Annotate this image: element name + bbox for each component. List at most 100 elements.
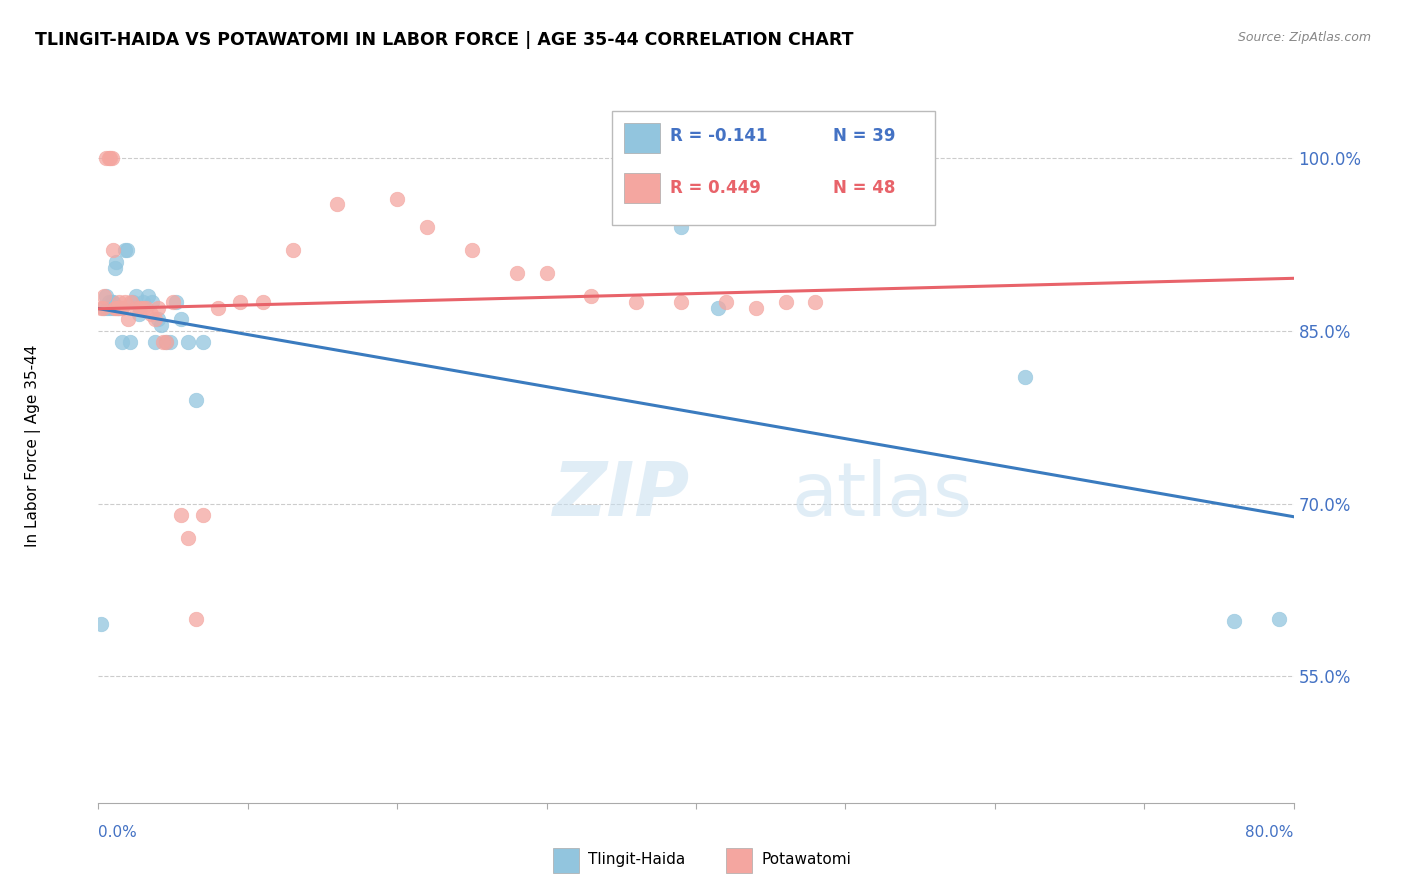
Point	[115, 244, 138, 258]
Point	[707, 301, 730, 315]
Point	[745, 301, 768, 315]
Point	[91, 301, 114, 315]
FancyBboxPatch shape	[553, 847, 579, 872]
Point	[326, 197, 349, 211]
Point	[105, 255, 128, 269]
Point	[135, 301, 157, 315]
Point	[191, 335, 214, 350]
Point	[107, 301, 129, 315]
Point	[90, 617, 112, 632]
Point	[96, 301, 118, 315]
Point	[94, 289, 117, 303]
Point	[1223, 614, 1246, 628]
Point	[104, 260, 127, 275]
Point	[169, 312, 191, 326]
Text: TLINGIT-HAIDA VS POTAWATOMI IN LABOR FORCE | AGE 35-44 CORRELATION CHART: TLINGIT-HAIDA VS POTAWATOMI IN LABOR FOR…	[35, 31, 853, 49]
Point	[93, 289, 115, 303]
Point	[103, 244, 125, 258]
Point	[162, 295, 184, 310]
Text: Source: ZipAtlas.com: Source: ZipAtlas.com	[1237, 31, 1371, 45]
Point	[416, 220, 439, 235]
Point	[108, 301, 131, 315]
Text: Potawatomi: Potawatomi	[762, 853, 852, 867]
Point	[110, 301, 132, 315]
Point	[125, 301, 148, 315]
Point	[94, 151, 117, 165]
Point	[93, 301, 115, 315]
FancyBboxPatch shape	[613, 111, 935, 225]
Point	[626, 295, 648, 310]
Point	[110, 301, 132, 315]
Text: In Labor Force | Age 35-44: In Labor Force | Age 35-44	[25, 345, 41, 547]
Point	[714, 295, 737, 310]
Point	[114, 295, 136, 310]
Point	[152, 335, 174, 350]
Point	[132, 301, 155, 315]
Point	[177, 531, 200, 545]
Point	[104, 301, 127, 315]
Point	[90, 301, 112, 315]
Point	[117, 312, 139, 326]
Point	[150, 318, 173, 333]
Point	[97, 151, 120, 165]
Point	[128, 307, 150, 321]
Point	[207, 301, 229, 315]
Point	[669, 295, 692, 310]
Point	[105, 301, 128, 315]
Point	[101, 295, 124, 310]
Point	[125, 289, 148, 303]
FancyBboxPatch shape	[624, 123, 661, 153]
Point	[141, 295, 163, 310]
Point	[148, 312, 170, 326]
Text: Tlingit-Haida: Tlingit-Haida	[589, 853, 686, 867]
Text: R = 0.449: R = 0.449	[669, 178, 761, 196]
FancyBboxPatch shape	[624, 173, 661, 203]
Point	[136, 289, 159, 303]
Point	[669, 220, 692, 235]
Point	[103, 295, 125, 310]
Point	[385, 192, 409, 206]
Text: N = 39: N = 39	[834, 128, 896, 145]
Point	[506, 266, 529, 280]
Text: atlas: atlas	[792, 459, 973, 533]
Text: N = 48: N = 48	[834, 178, 896, 196]
Point	[143, 312, 166, 326]
Point	[118, 335, 141, 350]
Point	[108, 295, 131, 310]
Point	[165, 295, 187, 310]
Point	[229, 295, 252, 310]
Point	[461, 244, 484, 258]
Point	[103, 301, 125, 315]
Point	[1267, 612, 1289, 626]
Point	[252, 295, 274, 310]
Point	[281, 244, 304, 258]
Point	[536, 266, 558, 280]
Point	[120, 295, 142, 310]
Point	[121, 295, 143, 310]
Text: R = -0.141: R = -0.141	[669, 128, 768, 145]
Point	[155, 335, 177, 350]
Point	[804, 295, 827, 310]
Point	[191, 508, 214, 522]
Point	[143, 335, 166, 350]
Point	[100, 151, 122, 165]
FancyBboxPatch shape	[725, 847, 752, 872]
Point	[111, 301, 134, 315]
Point	[1014, 370, 1036, 384]
Point	[139, 307, 162, 321]
Point	[184, 612, 207, 626]
Point	[100, 301, 122, 315]
Point	[169, 508, 191, 522]
Point	[132, 295, 155, 310]
Point	[107, 301, 129, 315]
Point	[775, 295, 797, 310]
Text: 0.0%: 0.0%	[98, 825, 138, 840]
Point	[159, 335, 181, 350]
Point	[111, 335, 134, 350]
Point	[101, 151, 124, 165]
Point	[129, 301, 152, 315]
Text: 80.0%: 80.0%	[1246, 825, 1294, 840]
Point	[581, 289, 603, 303]
Point	[184, 392, 207, 407]
Point	[177, 335, 200, 350]
